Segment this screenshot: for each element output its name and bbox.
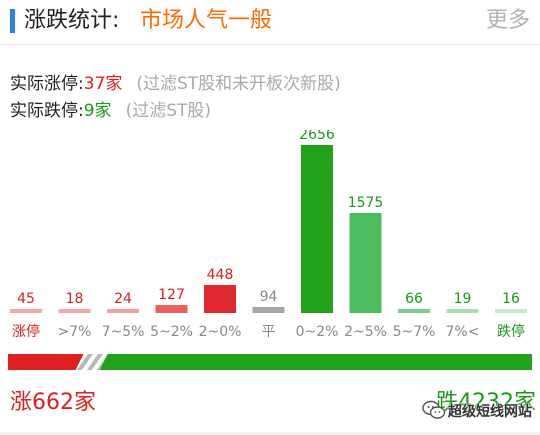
bar-9: [446, 309, 479, 313]
bar-category-label: 跌停: [497, 323, 525, 340]
limit-down-label: 实际跌停:: [10, 101, 84, 121]
bar-8: [398, 309, 430, 313]
bar-category-label: 5~7%: [393, 324, 436, 340]
limit-up-info: 实际涨停:37家 (过滤ST股和未开板次新股): [10, 73, 341, 95]
bar-value-label: 2656: [299, 130, 335, 143]
bar-category-label: 0~2%: [296, 324, 339, 340]
limit-down-count: 9家: [83, 101, 112, 121]
bar-category-label: >7%: [58, 324, 92, 340]
bar-10: [495, 309, 527, 313]
up-count-text: 涨662家: [10, 390, 96, 415]
bar-value-label: 448: [207, 267, 234, 283]
bar-value-label: 45: [17, 291, 35, 307]
limit-up-count: 37家: [83, 74, 123, 94]
distribution-bar-chart: 45 涨停 18 >7% 24 7~5% 127 5~2% 448 2~0% 94 平 2656 0~2%…: [10, 130, 527, 340]
limit-down-note: (过滤ST股): [125, 101, 212, 121]
bar-category-label: 7%<: [446, 324, 480, 340]
bottom-divider: [0, 432, 540, 435]
up-ratio-segment: [8, 354, 84, 370]
ratio-divider: [75, 354, 108, 370]
down-count-text: 跌4232家: [436, 390, 536, 415]
bar-category-label: 平: [262, 324, 276, 340]
bar-category-label: 2~5%: [344, 324, 387, 340]
bar-6: [301, 145, 333, 313]
bar-4: [204, 285, 236, 313]
bar-value-label: 16: [502, 291, 520, 307]
bar-5: [252, 307, 285, 313]
bar-7: [349, 213, 382, 313]
bar-category-label: 2~0%: [199, 324, 242, 340]
wechat-icon: [422, 400, 446, 419]
bar-0: [10, 309, 42, 313]
down-ratio-segment: [99, 354, 532, 370]
stats-header: 涨跌统计: 市场人气一般 更多: [0, 0, 540, 45]
bar-value-label: 94: [260, 289, 278, 305]
bar-2: [107, 309, 139, 313]
bar-value-label: 1575: [348, 195, 384, 211]
limit-up-note: (过滤ST股和未开板次新股): [136, 74, 341, 94]
watermark-text: 超级短线网站: [448, 404, 532, 420]
page-title: 涨跌统计:: [24, 8, 120, 33]
bar-3: [155, 305, 188, 313]
bar-value-label: 19: [454, 291, 472, 307]
bar-value-label: 18: [66, 291, 84, 307]
bar-value-label: 127: [158, 287, 185, 303]
bar-category-label: 涨停: [12, 323, 40, 340]
limit-up-label: 实际涨停:: [10, 74, 84, 94]
bar-1: [58, 309, 91, 313]
bar-value-label: 24: [114, 291, 132, 307]
market-sentiment-status: 市场人气一般: [140, 8, 273, 33]
limit-down-info: 实际跌停:9家 (过滤ST股): [10, 100, 211, 122]
up-down-ratio-bar: [8, 354, 532, 370]
more-link[interactable]: 更多: [485, 8, 530, 33]
watermark: 超级短线网站: [422, 396, 534, 426]
bar-category-label: 7~5%: [102, 324, 145, 340]
bar-value-label: 66: [405, 291, 423, 307]
bar-category-label: 5~2%: [150, 324, 193, 340]
title-accent-bar: [10, 9, 15, 33]
